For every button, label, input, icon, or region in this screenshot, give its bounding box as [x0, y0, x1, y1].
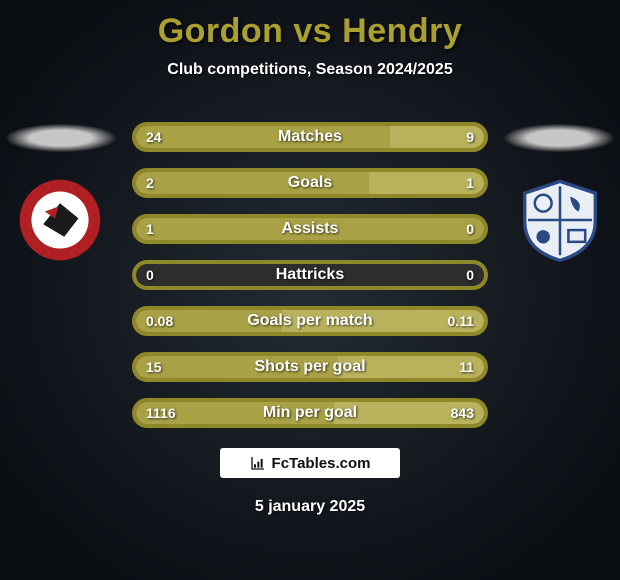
stat-label: Matches: [132, 122, 488, 152]
stat-value-left: 1: [146, 214, 154, 244]
chart-icon: [250, 455, 266, 471]
stat-value-left: 1116: [146, 398, 176, 428]
stat-value-right: 0: [466, 260, 474, 290]
stat-label: Hattricks: [132, 260, 488, 290]
stat-row: Goals2 1: [132, 168, 488, 198]
tranmere-crest-icon: [518, 178, 602, 262]
stat-value-left: 0.08: [146, 306, 173, 336]
branding-badge: FcTables.com: [220, 448, 400, 478]
stat-value-right: 1: [466, 168, 474, 198]
club-crest-left: [18, 178, 102, 262]
stat-label: Shots per goal: [132, 352, 488, 382]
stat-row: Shots per goal15 11: [132, 352, 488, 382]
stat-value-right: 0.11: [448, 306, 474, 336]
stat-row: Min per goal1116 843: [132, 398, 488, 428]
title: Gordon vs Hendry: [0, 0, 620, 51]
stat-label: Assists: [132, 214, 488, 244]
stat-label: Goals per match: [132, 306, 488, 336]
stat-value-left: 15: [146, 352, 162, 382]
comparison-infographic: Gordon vs Hendry Club competitions, Seas…: [0, 0, 620, 580]
stat-value-left: 0: [146, 260, 154, 290]
stat-value-left: 24: [146, 122, 162, 152]
stat-row: Hattricks0 0: [132, 260, 488, 290]
club-crest-right: [518, 178, 602, 262]
player-shadow-right: [504, 124, 614, 152]
branding-text: FcTables.com: [272, 455, 371, 472]
stat-row: Goals per match0.08 0.11: [132, 306, 488, 336]
stat-value-right: 9: [466, 122, 474, 152]
stat-value-left: 2: [146, 168, 154, 198]
player-shadow-left: [6, 124, 116, 152]
subtitle: Club competitions, Season 2024/2025: [0, 61, 620, 79]
stat-label: Min per goal: [132, 398, 488, 428]
stat-value-right: 843: [451, 398, 474, 428]
date-text: 5 january 2025: [0, 498, 620, 516]
stat-label: Goals: [132, 168, 488, 198]
walsall-crest-icon: [18, 178, 102, 262]
stat-row: Matches24 9: [132, 122, 488, 152]
stat-value-right: 11: [459, 352, 474, 382]
stat-row: Assists1 0: [132, 214, 488, 244]
stat-value-right: 0: [466, 214, 474, 244]
stats-list: Matches249Goals21Assists10Hattricks00Goa…: [132, 122, 488, 444]
